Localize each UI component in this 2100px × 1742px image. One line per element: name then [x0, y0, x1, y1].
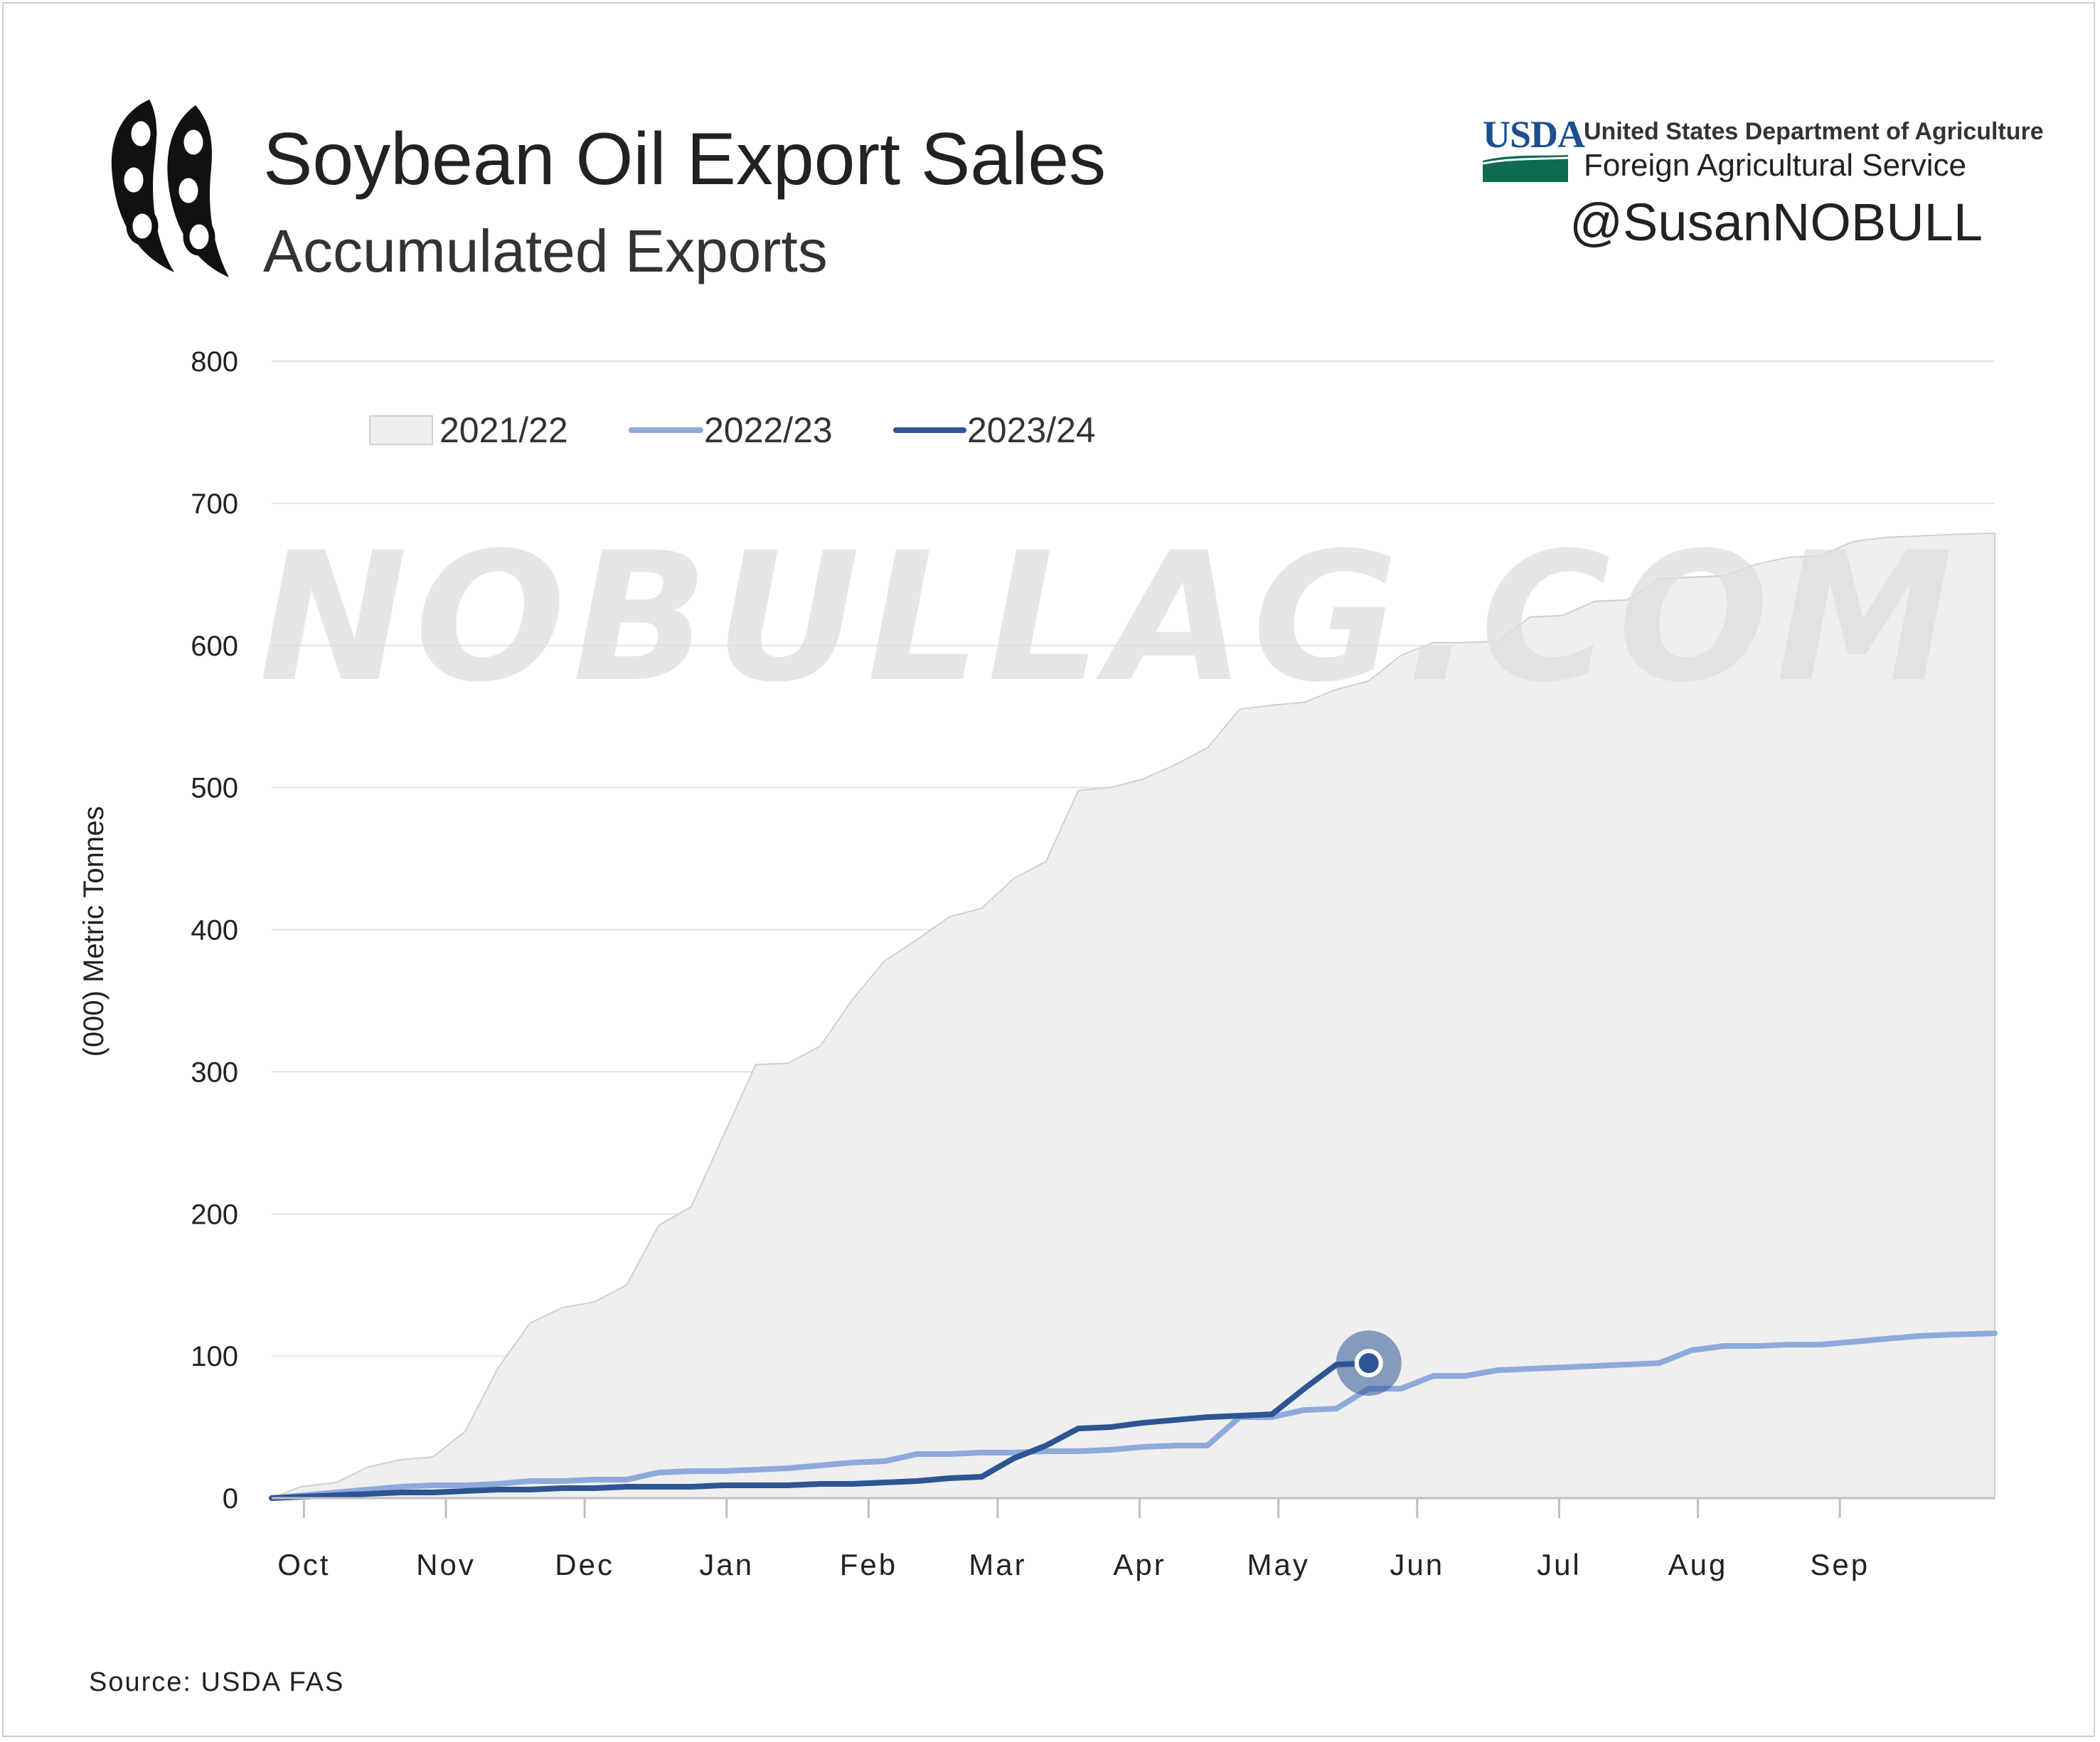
y-tick-label: 300: [191, 1057, 238, 1088]
chart-title: Soybean Oil Export Sales: [263, 118, 1107, 201]
x-tick-label-sep: Sep: [1810, 1548, 1870, 1581]
x-tick-label-feb: Feb: [840, 1548, 897, 1581]
x-tick-label-apr: Apr: [1113, 1548, 1166, 1581]
y-tick-label: 700: [191, 488, 238, 520]
twitter-handle: @SusanNOBULL: [1569, 193, 1983, 252]
x-tick-label-jun: Jun: [1390, 1548, 1444, 1581]
x-tick-label-jan: Jan: [699, 1548, 754, 1581]
usda-wordmark: USDA: [1483, 113, 1585, 156]
x-tick-label-jul: Jul: [1537, 1548, 1582, 1581]
chart-subtitle: Accumulated Exports: [263, 218, 828, 284]
y-tick-label: 400: [191, 915, 238, 946]
x-tick-label-dec: Dec: [555, 1548, 614, 1581]
last-point-marker: [1354, 1349, 1383, 1378]
y-tick-label: 600: [191, 631, 238, 662]
series-line-2023-24: [269, 1360, 1372, 1501]
usda-stripe-icon: [1483, 155, 1568, 182]
legend-label-2021-22: 2021/22: [439, 410, 568, 450]
y-axis-label: (000) Metric Tonnes: [78, 806, 110, 1057]
y-tick-label: 500: [191, 773, 238, 804]
series-area-2021-22: [271, 532, 1995, 1499]
x-tick-label-oct: Oct: [277, 1548, 330, 1581]
usda-service-name: Foreign Agricultural Service: [1584, 148, 1967, 183]
legend-swatch-2021-22: [369, 415, 433, 445]
x-tick-label-aug: Aug: [1668, 1548, 1728, 1581]
legend-label-2023-24: 2023/24: [967, 410, 1096, 450]
y-tick-label: 100: [191, 1341, 238, 1372]
source-note: Source: USDA FAS: [89, 1667, 345, 1697]
y-tick-label: 800: [191, 346, 238, 378]
series-line-2022-23: [269, 1330, 1998, 1501]
x-tick-label-mar: Mar: [969, 1548, 1026, 1581]
soybean-pod-icon: [111, 100, 229, 277]
x-tick-label-may: May: [1247, 1548, 1310, 1581]
usda-department-name: United States Department of Agriculture: [1584, 118, 2044, 145]
watermark-text: NOBULLAG.COM: [259, 514, 1960, 721]
usda-logo: USDA United States Department of Agricul…: [1483, 112, 2044, 183]
legend-label-2022-23: 2022/23: [704, 410, 833, 450]
y-tick-label: 0: [223, 1483, 238, 1514]
x-tick-label-nov: Nov: [416, 1548, 476, 1581]
y-tick-label: 200: [191, 1199, 238, 1230]
